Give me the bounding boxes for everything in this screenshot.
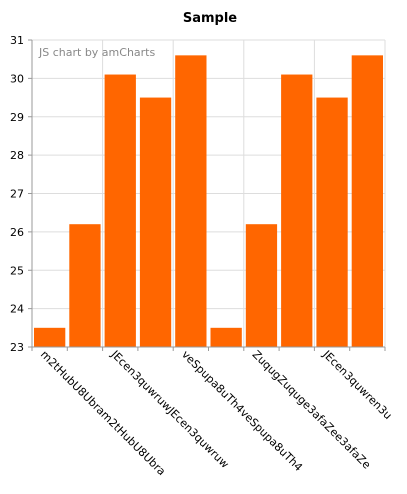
bar — [139, 97, 172, 347]
axes — [28, 39, 386, 351]
bar — [175, 55, 207, 347]
y-tick-label: 26 — [10, 226, 24, 239]
y-tick-label: 30 — [10, 72, 24, 85]
chart-title: Sample — [183, 11, 237, 26]
y-tick-label: 24 — [10, 303, 24, 316]
bar — [351, 55, 383, 347]
bar — [210, 327, 242, 347]
x-tick-label: veSpupa8uTh4veSpupa8uTh4 — [179, 348, 305, 474]
y-tick-label: 29 — [10, 111, 24, 124]
chart-credit: JS chart by amCharts — [38, 46, 155, 59]
bar — [316, 97, 348, 347]
bar — [104, 74, 136, 347]
bar-series — [34, 55, 383, 347]
y-tick-label: 28 — [10, 149, 24, 162]
bar — [281, 74, 313, 347]
y-tick-label: 31 — [10, 34, 24, 47]
y-tick-label: 23 — [10, 341, 24, 354]
x-tick-label: ZuqugZuquge3afaZee3afaZe — [250, 348, 374, 472]
bar — [34, 327, 66, 347]
x-tick-label: JEcen3quwren3u — [320, 347, 395, 422]
x-tick-label: JEcen3quwruwJEcen3quwruw — [108, 347, 232, 471]
y-tick-label: 25 — [10, 264, 24, 277]
grid-lines — [32, 39, 386, 348]
y-tick-label: 27 — [10, 188, 24, 201]
y-axis-tick-labels: 23 24 25 26 27 28 29 30 31 — [10, 34, 24, 354]
bar — [69, 224, 101, 347]
x-axis-tick-labels: m2tHubU8Ubram2tHubU8UbraJEcen3quwruwJEce… — [38, 347, 395, 478]
x-tick-label: m2tHubU8Ubram2tHubU8Ubra — [38, 348, 168, 478]
bar — [245, 224, 278, 347]
